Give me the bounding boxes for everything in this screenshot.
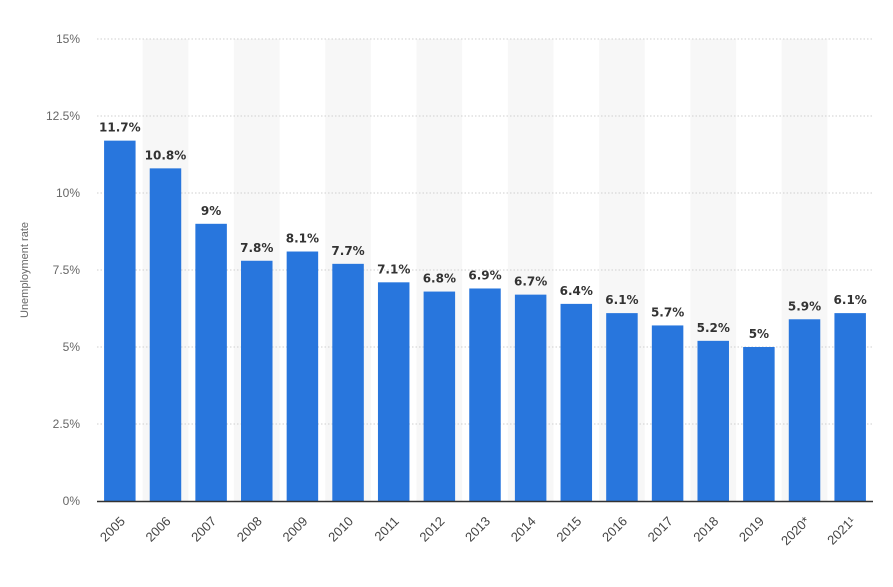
x-tick-label: 2021¹ [824, 513, 859, 548]
data-label: 6.1% [834, 293, 867, 307]
x-tick-label: 2019 [736, 514, 767, 545]
bar[interactable] [149, 168, 182, 502]
x-tick-label: 2006 [143, 514, 174, 545]
bar[interactable] [560, 303, 593, 501]
bar[interactable] [514, 294, 547, 501]
bar[interactable] [788, 319, 821, 501]
data-label: 6.9% [468, 268, 501, 282]
data-label: 6.4% [560, 284, 593, 298]
x-tick-label: 2016 [599, 514, 630, 545]
y-tick-label: 12.5% [46, 109, 80, 123]
data-label: 6.7% [514, 275, 547, 289]
y-axis-label: Unemployment rate [19, 222, 31, 318]
data-label: 7.1% [377, 262, 410, 276]
data-label: 5% [749, 327, 769, 341]
x-tick-labels: 2005 2006 2007 2008 2009 2010 2011 2012 2013 2014… [97, 513, 859, 548]
data-label: 5.7% [651, 305, 684, 319]
data-label: 6.1% [605, 293, 638, 307]
x-tick-label: 2020* [778, 514, 813, 549]
bar[interactable] [104, 140, 136, 501]
data-label: 5.9% [788, 299, 821, 313]
data-labels: 11.7% 10.8% 9% 7.8% 8.1% 7.7% 7.1% 6.8% 6.9% 6.7%… [99, 121, 867, 341]
x-tick-label: 2005 [97, 514, 128, 545]
y-tick-label: 15% [56, 32, 80, 46]
x-tick-label: 2011 [371, 514, 401, 544]
bar[interactable] [469, 288, 501, 501]
x-tick-label: 2014 [508, 514, 539, 545]
x-tick-label: 2015 [553, 514, 584, 545]
bar[interactable] [377, 282, 410, 501]
y-tick-label: 7.5% [53, 263, 81, 277]
bar[interactable] [651, 325, 684, 501]
x-tick-label: 2009 [279, 514, 310, 545]
bar[interactable] [195, 223, 227, 502]
y-tick-labels: 0% 2.5% 5% 7.5% 10% 12.5% 15% [46, 32, 80, 508]
y-tick-label: 10% [56, 186, 80, 200]
bars [104, 140, 866, 502]
x-tick-label: 2008 [234, 514, 265, 545]
data-label: 7.8% [240, 241, 273, 255]
y-tick-label: 0% [63, 494, 81, 508]
x-tick-label: 2013 [462, 514, 493, 545]
data-label: 5.2% [697, 321, 730, 335]
data-label: 8.1% [286, 232, 319, 246]
bar[interactable] [697, 340, 729, 501]
x-tick-label: 2017 [645, 514, 676, 545]
data-label: 6.8% [423, 272, 456, 286]
x-tick-label: 2018 [690, 514, 721, 545]
x-tick-label: 2010 [325, 514, 356, 545]
data-label: 11.7% [99, 121, 141, 135]
bar[interactable] [286, 251, 319, 501]
bar[interactable] [834, 313, 866, 501]
bar[interactable] [332, 263, 364, 501]
bar[interactable] [606, 313, 638, 501]
bar[interactable] [423, 291, 456, 501]
x-tick-label: 2007 [188, 514, 219, 545]
bar[interactable] [241, 260, 273, 501]
data-label: 9% [201, 204, 221, 218]
x-tick-label: 2012 [416, 514, 447, 545]
data-label: 7.7% [331, 244, 364, 258]
y-tick-label: 5% [63, 340, 81, 354]
y-tick-label: 2.5% [53, 417, 81, 431]
data-label: 10.8% [145, 148, 187, 162]
bar[interactable] [743, 347, 775, 501]
